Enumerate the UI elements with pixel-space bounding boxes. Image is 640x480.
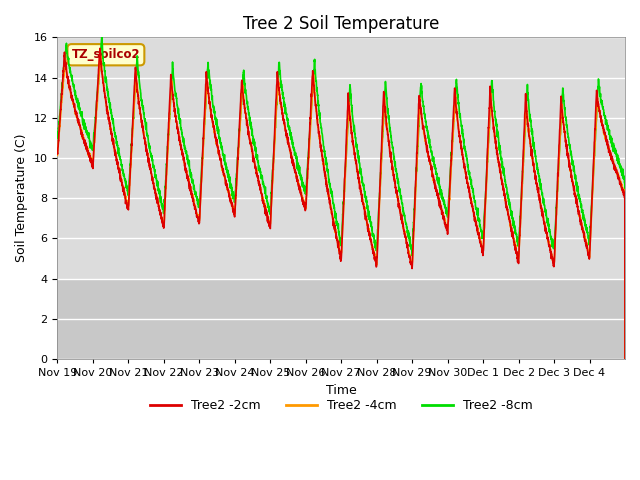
Bar — [58, 278, 625, 359]
Y-axis label: Soil Temperature (C): Soil Temperature (C) — [15, 134, 28, 263]
X-axis label: Time: Time — [326, 384, 356, 396]
Text: TZ_soilco2: TZ_soilco2 — [72, 48, 140, 61]
Legend: Tree2 -2cm, Tree2 -4cm, Tree2 -8cm: Tree2 -2cm, Tree2 -4cm, Tree2 -8cm — [145, 394, 538, 417]
Title: Tree 2 Soil Temperature: Tree 2 Soil Temperature — [243, 15, 440, 33]
